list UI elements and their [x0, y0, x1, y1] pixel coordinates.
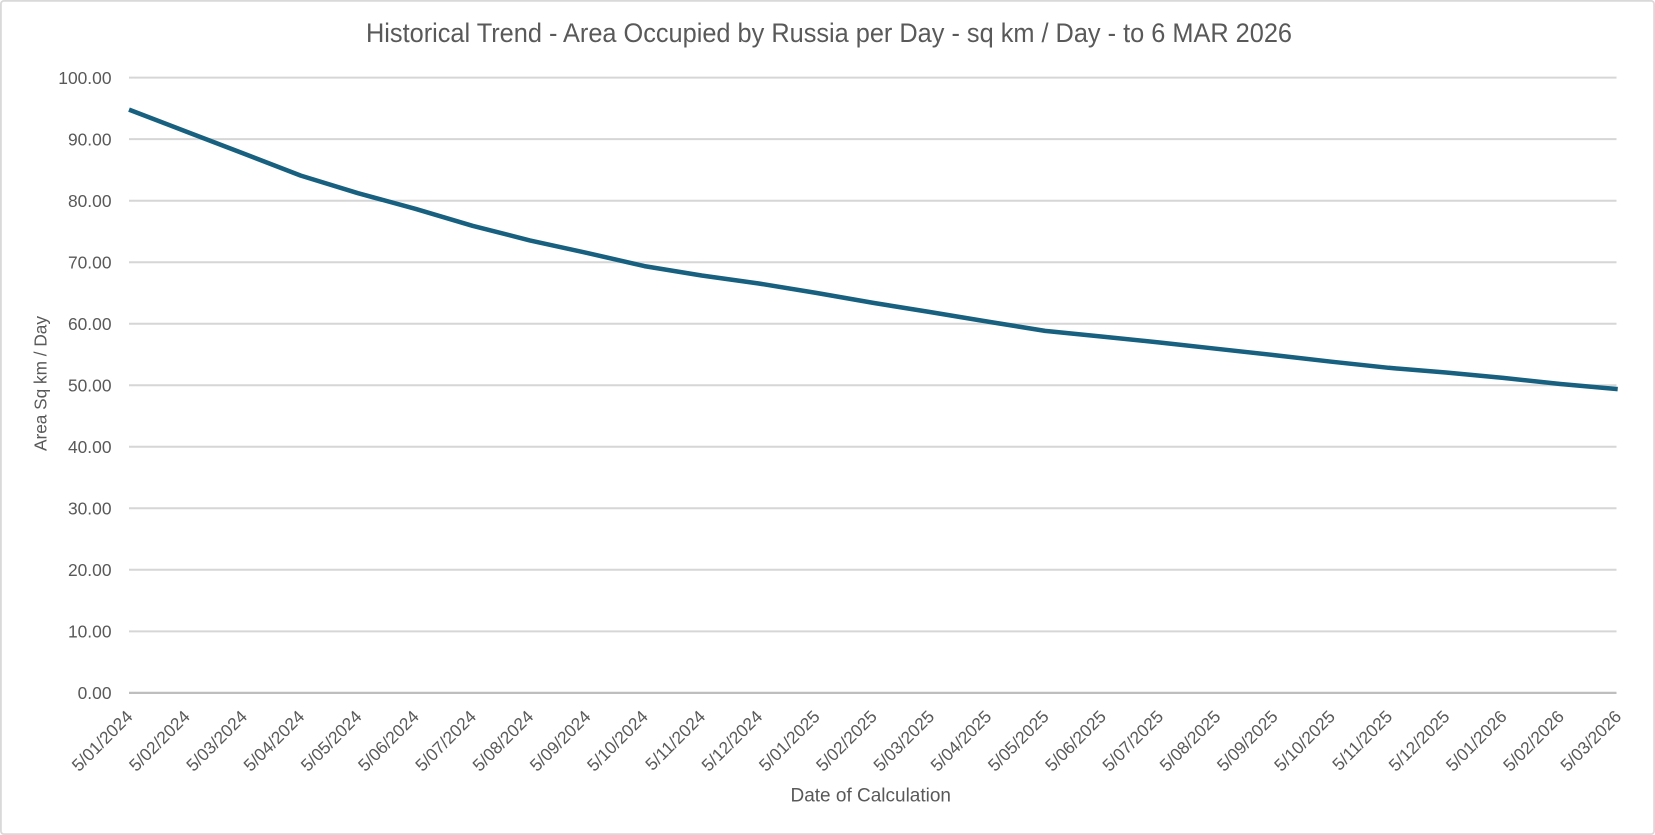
svg-text:5/01/2025: 5/01/2025 — [755, 706, 824, 775]
svg-text:5/01/2026: 5/01/2026 — [1442, 706, 1511, 775]
svg-text:5/06/2024: 5/06/2024 — [354, 706, 423, 775]
svg-text:0.00: 0.00 — [78, 683, 112, 703]
svg-text:70.00: 70.00 — [68, 253, 112, 273]
svg-text:5/03/2026: 5/03/2026 — [1556, 706, 1625, 775]
svg-text:5/02/2026: 5/02/2026 — [1499, 706, 1568, 775]
svg-text:5/04/2024: 5/04/2024 — [239, 706, 308, 775]
svg-text:5/02/2024: 5/02/2024 — [125, 706, 194, 775]
svg-text:5/12/2025: 5/12/2025 — [1385, 706, 1454, 775]
svg-text:5/10/2024: 5/10/2024 — [583, 706, 652, 775]
svg-text:5/08/2025: 5/08/2025 — [1156, 706, 1225, 775]
svg-text:20.00: 20.00 — [68, 560, 112, 580]
svg-text:5/11/2025: 5/11/2025 — [1328, 706, 1396, 774]
svg-text:5/09/2025: 5/09/2025 — [1213, 706, 1282, 775]
svg-text:5/08/2024: 5/08/2024 — [468, 706, 537, 775]
svg-text:80.00: 80.00 — [68, 191, 112, 211]
svg-text:5/12/2024: 5/12/2024 — [697, 706, 766, 775]
svg-text:5/02/2025: 5/02/2025 — [812, 706, 881, 775]
svg-text:Area Sq km / Day: Area Sq km / Day — [30, 316, 50, 451]
svg-text:5/07/2024: 5/07/2024 — [411, 706, 480, 775]
svg-text:50.00: 50.00 — [68, 376, 112, 396]
svg-text:5/05/2024: 5/05/2024 — [297, 706, 366, 775]
svg-text:30.00: 30.00 — [68, 499, 112, 519]
svg-text:5/10/2025: 5/10/2025 — [1270, 706, 1339, 775]
svg-text:10.00: 10.00 — [68, 622, 112, 642]
svg-text:Date of Calculation: Date of Calculation — [791, 785, 952, 807]
svg-text:Historical Trend - Area Occupi: Historical Trend - Area Occupied by Russ… — [366, 18, 1292, 48]
svg-text:5/01/2024: 5/01/2024 — [68, 706, 137, 775]
svg-text:5/05/2025: 5/05/2025 — [984, 706, 1053, 775]
svg-text:5/04/2025: 5/04/2025 — [926, 706, 995, 775]
svg-text:60.00: 60.00 — [68, 314, 112, 334]
svg-text:5/03/2025: 5/03/2025 — [869, 706, 938, 775]
svg-text:5/06/2025: 5/06/2025 — [1041, 706, 1110, 775]
svg-text:5/03/2024: 5/03/2024 — [182, 706, 251, 775]
svg-text:40.00: 40.00 — [68, 437, 112, 457]
svg-text:100.00: 100.00 — [58, 68, 111, 88]
svg-text:5/09/2024: 5/09/2024 — [526, 706, 595, 775]
svg-text:90.00: 90.00 — [68, 129, 112, 149]
svg-text:5/07/2025: 5/07/2025 — [1098, 706, 1167, 775]
